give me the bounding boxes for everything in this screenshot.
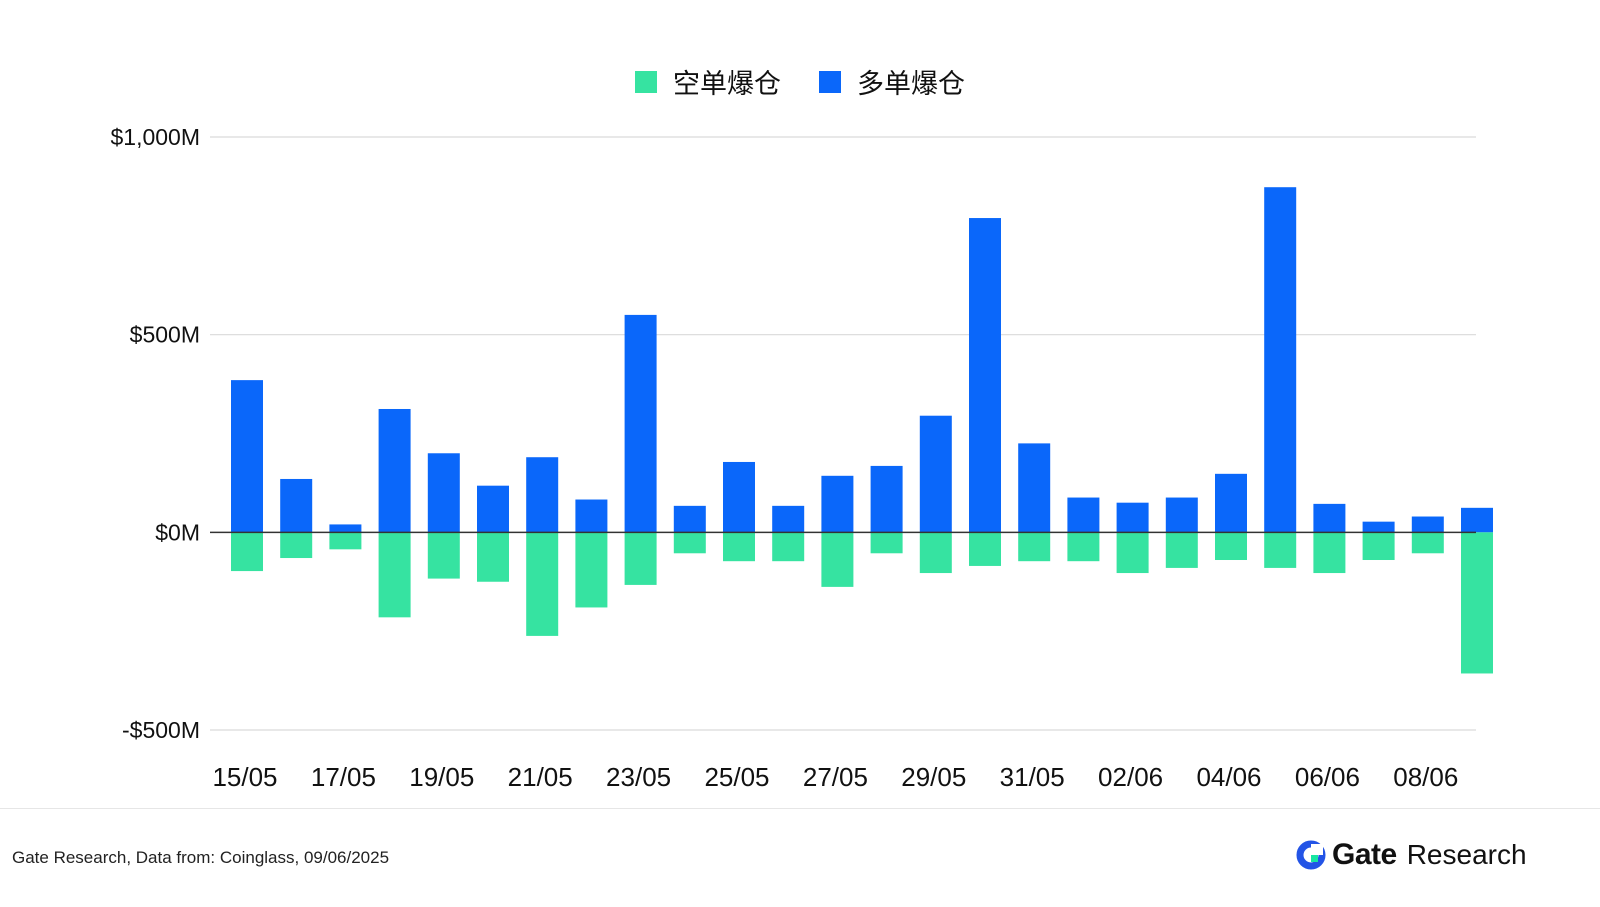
bar-long-27/05 bbox=[821, 475, 854, 533]
bars bbox=[231, 187, 1493, 674]
x-tick-label: 19/05 bbox=[409, 762, 474, 792]
bar-long-16/05 bbox=[280, 478, 313, 533]
brand-name: Gate bbox=[1332, 838, 1397, 871]
x-tick-label: 27/05 bbox=[803, 762, 868, 792]
bar-long-22/05 bbox=[575, 499, 608, 533]
x-tick-label: 08/06 bbox=[1393, 762, 1458, 792]
bar-short-17/05 bbox=[329, 532, 362, 550]
legend-swatch-long bbox=[819, 70, 841, 93]
legend-label-short: 空单爆仓 bbox=[673, 69, 781, 99]
x-tick-label: 31/05 bbox=[1000, 762, 1065, 792]
bar-long-08/06 bbox=[1411, 516, 1444, 533]
y-tick-label: -$500M bbox=[122, 717, 200, 743]
x-tick-label: 02/06 bbox=[1098, 762, 1163, 792]
x-tick-label: 04/06 bbox=[1196, 762, 1261, 792]
brand-sub: Research bbox=[1406, 839, 1527, 870]
bar-long-02/06 bbox=[1116, 502, 1149, 533]
bar-long-01/06 bbox=[1067, 497, 1100, 533]
bar-short-08/06 bbox=[1411, 532, 1444, 554]
bar-short-06/06 bbox=[1313, 532, 1346, 574]
brand[interactable]: Gate Research bbox=[1296, 838, 1527, 872]
y-tick-label: $0M bbox=[155, 519, 200, 545]
x-tick-label: 06/06 bbox=[1295, 762, 1360, 792]
bar-long-29/05 bbox=[919, 415, 952, 533]
bar-long-19/05 bbox=[427, 453, 460, 533]
legend-label-long: 多单爆仓 bbox=[857, 69, 965, 99]
bar-long-04/06 bbox=[1215, 473, 1247, 533]
bar-long-31/05 bbox=[1018, 443, 1051, 533]
y-tick-label: $500M bbox=[130, 322, 200, 348]
bar-short-15/05 bbox=[231, 532, 263, 572]
bar-short-20/05 bbox=[477, 532, 509, 582]
bar-long-17/05 bbox=[329, 524, 362, 533]
legend: 空单爆仓 多单爆仓 bbox=[0, 62, 1600, 101]
x-tick-label: 29/05 bbox=[901, 762, 966, 792]
footer-divider bbox=[0, 808, 1600, 809]
bar-short-22/05 bbox=[575, 532, 608, 608]
bar-short-19/05 bbox=[427, 532, 460, 579]
bar-short-01/06 bbox=[1067, 532, 1100, 562]
bar-short-07/06 bbox=[1362, 532, 1395, 561]
x-tick-label: 25/05 bbox=[704, 762, 769, 792]
bar-short-05/06 bbox=[1264, 532, 1297, 568]
legend-swatch-short bbox=[635, 70, 657, 93]
bar-short-04/06 bbox=[1215, 532, 1247, 561]
bar-short-29/05 bbox=[919, 532, 952, 574]
bar-long-06/06 bbox=[1313, 503, 1346, 533]
x-tick-label: 15/05 bbox=[212, 762, 277, 792]
bar-long-07/06 bbox=[1362, 521, 1395, 533]
y-tick-label: $1,000M bbox=[110, 124, 200, 150]
bar-long-26/05 bbox=[772, 505, 805, 533]
x-tick-label: 21/05 bbox=[508, 762, 573, 792]
bar-short-16/05 bbox=[280, 532, 313, 559]
x-tick-label: 23/05 bbox=[606, 762, 671, 792]
bar-short-31/05 bbox=[1018, 532, 1051, 562]
bar-short-18/05 bbox=[378, 532, 411, 618]
bar-long-23/05 bbox=[624, 314, 657, 533]
bar-short-09/06 bbox=[1461, 532, 1493, 674]
bar-long-15/05 bbox=[231, 380, 263, 533]
bar-long-24/05 bbox=[673, 505, 706, 533]
source-note: Gate Research, Data from: Coinglass, 09/… bbox=[12, 848, 390, 867]
bar-short-24/05 bbox=[673, 532, 706, 554]
bar-long-21/05 bbox=[526, 457, 559, 533]
legend-item-long[interactable]: 多单爆仓 bbox=[819, 62, 965, 101]
bar-long-03/06 bbox=[1165, 497, 1198, 533]
bar-short-28/05 bbox=[870, 532, 903, 554]
bar-long-30/05 bbox=[969, 218, 1001, 533]
bar-short-21/05 bbox=[526, 532, 559, 636]
bar-short-23/05 bbox=[624, 532, 657, 585]
bar-long-09/06 bbox=[1461, 507, 1493, 533]
x-tick-label: 17/05 bbox=[311, 762, 376, 792]
bar-long-20/05 bbox=[477, 485, 509, 533]
bar-long-05/06 bbox=[1264, 187, 1297, 533]
bar-short-25/05 bbox=[723, 532, 755, 562]
bar-short-02/06 bbox=[1116, 532, 1149, 574]
bar-short-03/06 bbox=[1165, 532, 1198, 568]
gate-logo-icon bbox=[1296, 840, 1326, 870]
bar-long-28/05 bbox=[870, 465, 903, 533]
bar-short-27/05 bbox=[821, 532, 854, 587]
y-axis-ticks: $1,000M $500M $0M -$500M bbox=[110, 124, 200, 743]
bar-long-25/05 bbox=[723, 461, 755, 533]
bar-long-18/05 bbox=[378, 408, 411, 533]
bar-short-30/05 bbox=[969, 532, 1001, 566]
legend-item-short[interactable]: 空单爆仓 bbox=[635, 62, 781, 101]
x-axis-ticks: 15/05 17/05 19/05 21/05 23/05 25/05 27/05 29/05… bbox=[212, 762, 1458, 792]
bar-short-26/05 bbox=[772, 532, 805, 562]
